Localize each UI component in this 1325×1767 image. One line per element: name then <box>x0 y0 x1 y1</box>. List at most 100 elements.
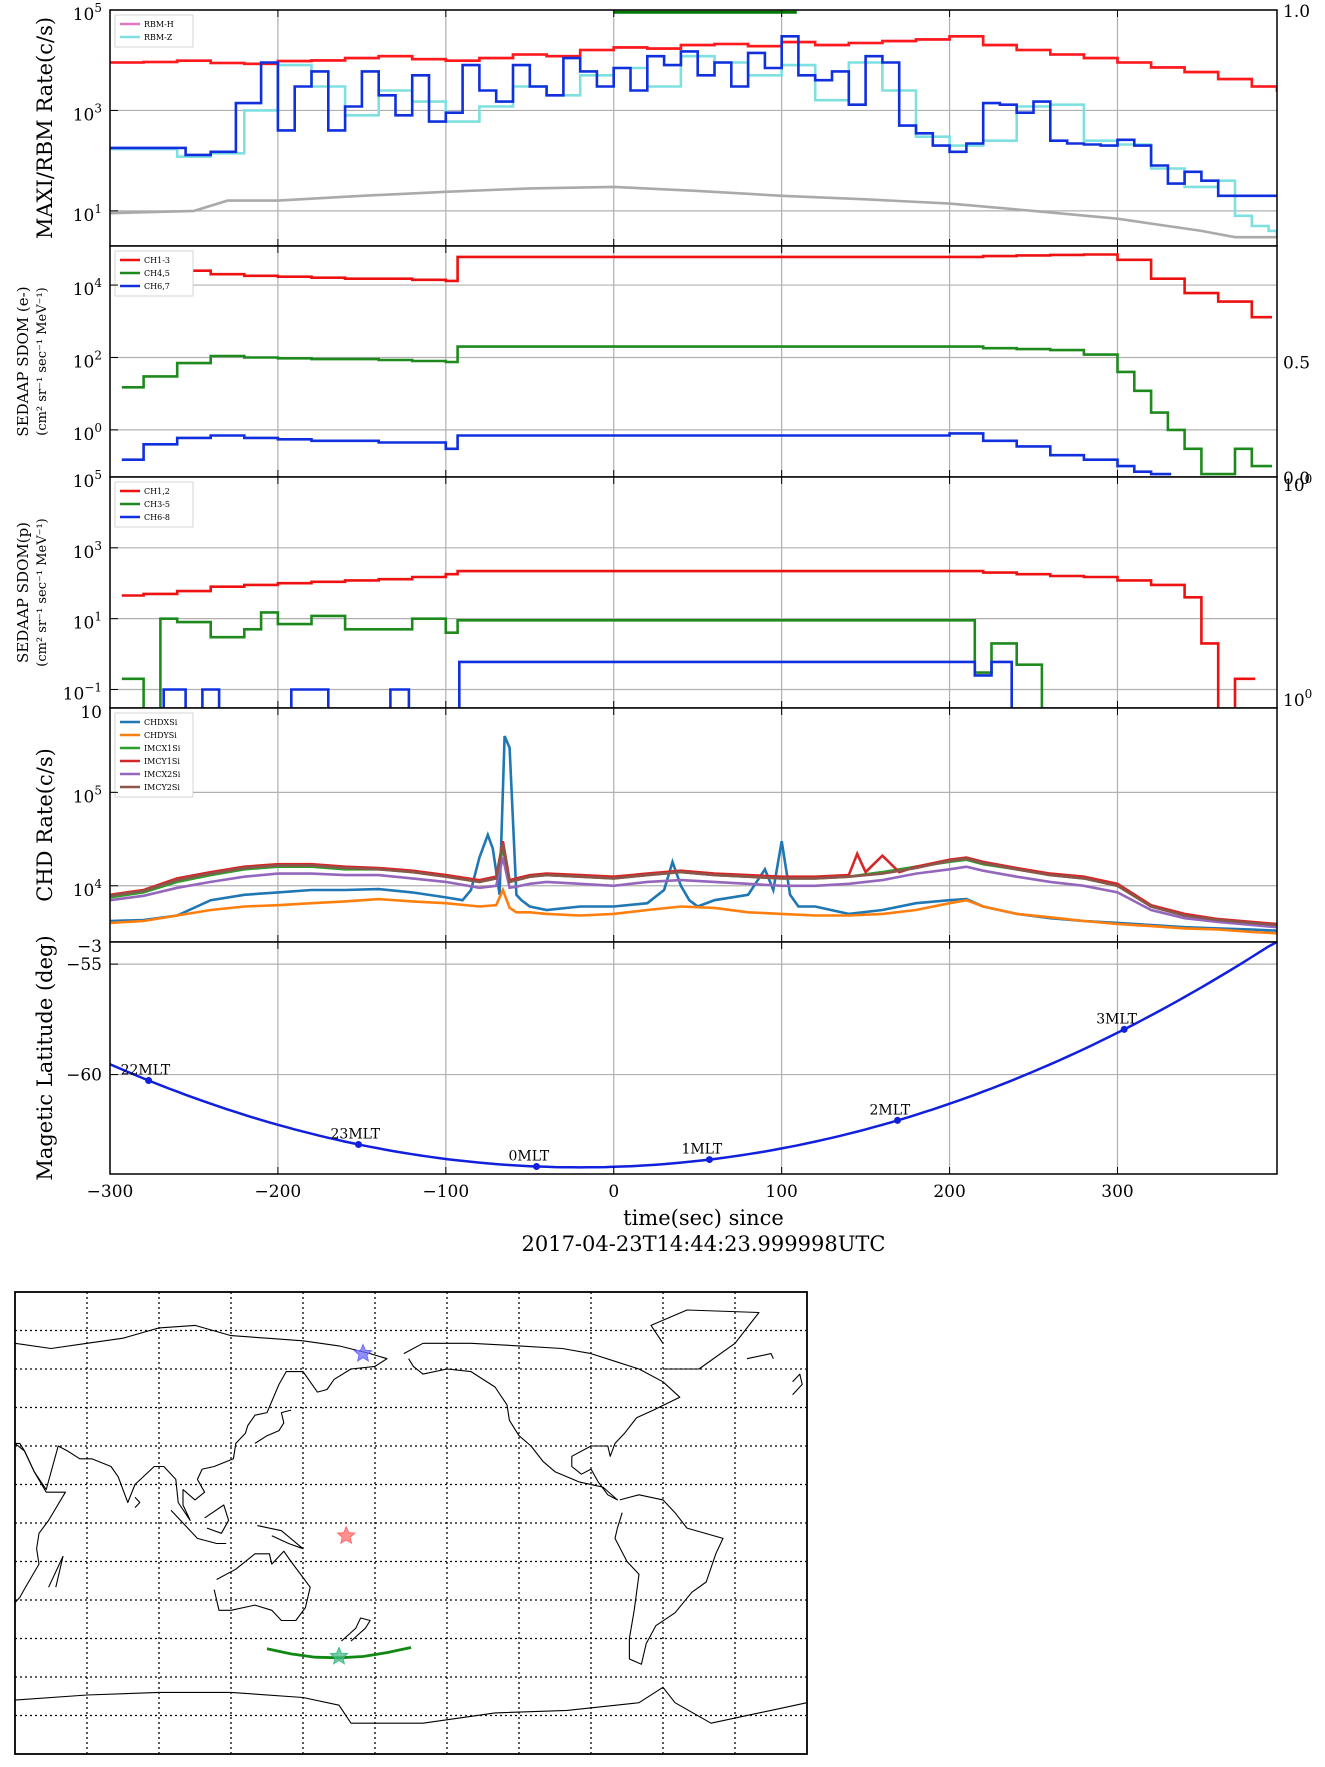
series-group <box>121 253 1272 476</box>
x-tick-label: −200 <box>255 1182 302 1202</box>
y-tick-label: 10 <box>80 703 102 723</box>
right-tick-label: 1.0 <box>1283 2 1310 22</box>
plot-area <box>110 942 1277 1174</box>
mlt-label: 0MLT <box>509 1148 550 1164</box>
coastline <box>341 1617 371 1642</box>
legend: CH1-3 CH4,5 CH6,7 <box>114 250 194 297</box>
series-line <box>162 660 1013 708</box>
mlt-label: 22MLT <box>121 1063 171 1079</box>
series-line <box>121 253 1272 319</box>
y-tick-label: 105 <box>73 1 102 25</box>
coastline <box>746 1353 774 1360</box>
legend-label: CH1-3 <box>144 256 170 265</box>
series-line <box>110 942 1277 1169</box>
mlt-point <box>1120 1025 1128 1033</box>
satellite-star <box>336 1525 357 1545</box>
legend-label: CH4,5 <box>144 269 170 278</box>
y-tick-label: 102 <box>73 348 102 372</box>
coastline <box>14 1686 808 1724</box>
coastline <box>14 1324 388 1521</box>
y-tick-label: −60 <box>66 1066 102 1086</box>
x-tick-label: 300 <box>1101 1182 1133 1202</box>
mlt-point <box>705 1156 713 1164</box>
legend-label: CH6,7 <box>144 282 170 291</box>
panel-frame <box>109 941 1278 1175</box>
mlt-label: 3MLT <box>1096 1011 1137 1027</box>
legend-label: CH1,2 <box>144 487 170 496</box>
y-tick-label: −55 <box>66 955 102 975</box>
right-tick-label: 0.5 <box>1283 354 1310 374</box>
legend-label: CH6-8 <box>144 513 170 522</box>
legend: CHDXSi CHDYSi IMCX1Si IMCY1Si IMCX2Si IMCY2Si <box>114 712 194 798</box>
series-group <box>110 10 1277 239</box>
legend-label: IMCX1Si <box>144 744 181 753</box>
legend-label: RBM-Z <box>144 33 173 42</box>
series-line <box>110 886 1277 935</box>
coastline <box>792 1373 803 1396</box>
y-tick-label: 101 <box>73 202 102 226</box>
map-frame <box>14 1291 808 1755</box>
svg-text:MAXI/RBM Rate(c/s): MAXI/RBM Rate(c/s) <box>33 17 57 239</box>
x-axis-label-line2: 2017-04-23T14:44:23.999998UTC <box>521 1232 885 1256</box>
y-tick-label: 103 <box>73 539 102 563</box>
right-tick-label: 100 <box>1283 687 1312 711</box>
legend-box <box>114 712 194 798</box>
y-axis-label: MAXI/RBM Rate(c/s) <box>33 17 57 239</box>
legend-label: IMCY2Si <box>144 783 180 792</box>
series-group <box>121 569 1256 708</box>
legend-label: IMCX2Si <box>144 770 181 779</box>
y-tick-label: 104 <box>73 877 103 901</box>
legend-label: RBM-H <box>144 20 174 29</box>
series-line <box>110 843 1277 927</box>
coastline <box>48 1555 64 1588</box>
svg-text:(cm² sr⁻¹ sec⁻¹ MeV⁻¹): (cm² sr⁻¹ sec⁻¹ MeV⁻¹) <box>35 287 50 436</box>
mlt-point <box>894 1116 902 1124</box>
series-line <box>121 345 1272 476</box>
south-footprint-star <box>329 1646 349 1665</box>
series-line <box>121 569 1256 708</box>
coastline <box>213 1550 311 1622</box>
x-tick-label: −300 <box>87 1182 134 1202</box>
panel-maglat: 22MLT 23MLT 0MLT 1MLT 2MLT 3MLT −60 −55−3 Mageti… <box>33 935 1278 1256</box>
legend-label: CHDXSi <box>144 718 178 727</box>
coastline <box>170 1509 227 1545</box>
svg-text:CHD Rate(c/s): CHD Rate(c/s) <box>33 748 57 902</box>
legend: RBM-H RBM-Z <box>114 14 194 48</box>
coastline <box>614 1494 724 1665</box>
world-map <box>14 1291 808 1755</box>
svg-text:Magetic Latitude (deg): Magetic Latitude (deg) <box>33 935 57 1180</box>
x-axis-label: time(sec) since <box>623 1206 784 1230</box>
panel-sdom-p: CH1,2 CH3-5 CH6-8 10−1 101 103 105 100 100 SEDAAP… <box>14 468 1312 711</box>
series-line <box>110 185 1277 239</box>
north-conjugate-star <box>353 1343 373 1362</box>
y-tick-label: 104 <box>73 276 103 300</box>
mlt-label: 23MLT <box>331 1126 381 1142</box>
coastline <box>134 1496 141 1508</box>
svg-text:(cm² sr⁻¹ sec⁻¹ MeV⁻¹): (cm² sr⁻¹ sec⁻¹ MeV⁻¹) <box>35 518 50 667</box>
y-tick-label: 101 <box>73 610 102 634</box>
y-axis-label: SEDAAP SDOM (e-) (cm² sr⁻¹ sec⁻¹ MeV⁻¹) <box>14 286 50 436</box>
y-tick-label: 105 <box>73 783 102 807</box>
coastline <box>650 1309 760 1370</box>
panel-chd: CHDXSi CHDYSi IMCX1Si IMCY1Si IMCX2Si IMCY2Si… <box>33 703 1278 943</box>
y-axis-label: SEDAAP SDOM(p) (cm² sr⁻¹ sec⁻¹ MeV⁻¹) <box>14 518 50 667</box>
x-tick-label: −100 <box>422 1182 469 1202</box>
mlt-label: 1MLT <box>681 1142 722 1158</box>
x-tick-label: 100 <box>765 1182 797 1202</box>
series-group <box>110 735 1277 935</box>
legend-box <box>114 14 194 48</box>
panel-sdom-e: CH1-3 CH4,5 CH6,7 100 102 104 0.0 0.5 SEDAAP SDO… <box>14 245 1310 489</box>
legend-label: CHDYSi <box>144 731 177 740</box>
right-tick-label: 0.0 <box>1283 469 1310 489</box>
plot-area <box>110 10 1277 246</box>
panel-maxi-rbm: RBM-H RBM-Z 101 103 105 1.0 MAXI/RBM Rate(c/s) <box>33 1 1310 247</box>
svg-text:SEDAAP SDOM(p): SEDAAP SDOM(p) <box>14 522 32 663</box>
series-line <box>121 432 1172 476</box>
coastline <box>14 1442 66 1603</box>
mlt-point <box>355 1140 363 1148</box>
series-line <box>110 35 1277 92</box>
mlt-point <box>533 1162 541 1170</box>
coastline <box>254 1409 292 1444</box>
y-tick-label: 100 <box>73 421 102 445</box>
